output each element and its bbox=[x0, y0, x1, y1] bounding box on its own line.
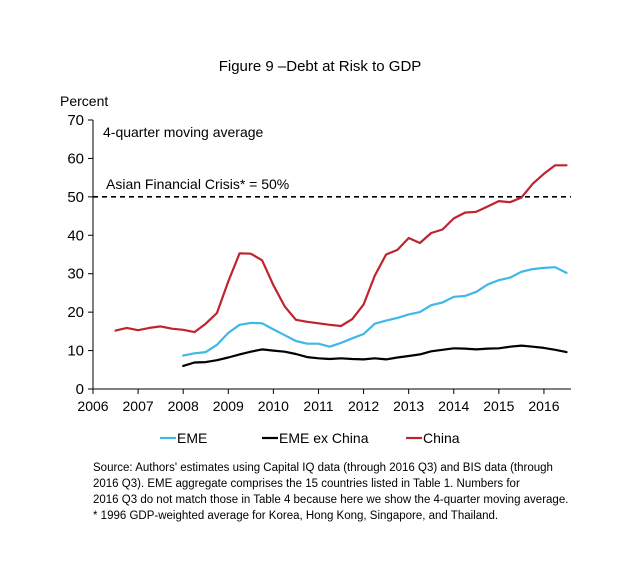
x-tick-label: 2013 bbox=[393, 398, 424, 414]
chart-title: Figure 9 –Debt at Risk to GDP bbox=[218, 58, 422, 75]
x-tick-label: 2006 bbox=[77, 398, 108, 414]
x-tick-label: 2009 bbox=[213, 398, 244, 414]
y-tick-label: 20 bbox=[67, 304, 84, 321]
chart-notes: Source: Authors' estimates using Capital… bbox=[93, 460, 593, 524]
legend-label-eme-ex-china: EME ex China bbox=[279, 430, 369, 446]
x-tick-label: 2010 bbox=[258, 398, 289, 414]
y-tick-label: 60 bbox=[67, 150, 84, 167]
y-tick-label: 40 bbox=[67, 227, 84, 244]
note-line: * 1996 GDP-weighted average for Korea, H… bbox=[93, 510, 499, 522]
series-line-china bbox=[114, 164, 568, 334]
note-line: Source: Authors' estimates using Capital… bbox=[93, 462, 553, 474]
y-tick-label: 10 bbox=[67, 343, 84, 360]
y-tick-label: 30 bbox=[67, 266, 84, 283]
x-tick-label: 2008 bbox=[168, 398, 199, 414]
note-line: 2016 Q3 do not match those in Table 4 be… bbox=[93, 494, 569, 506]
legend-label-china: China bbox=[423, 430, 460, 446]
y-axis-label: Percent bbox=[60, 93, 108, 109]
y-tick-label: 50 bbox=[67, 189, 84, 206]
legend-label-eme: EME bbox=[177, 430, 207, 446]
x-tick-label: 2012 bbox=[348, 398, 379, 414]
x-tick-label: 2016 bbox=[528, 398, 559, 414]
x-tick-label: 2014 bbox=[438, 398, 469, 414]
reference-line-label: Asian Financial Crisis* = 50% bbox=[106, 176, 289, 192]
y-tick-label: 70 bbox=[67, 112, 84, 129]
note-line: 2016 Q3). EME aggregate comprises the 15… bbox=[93, 478, 520, 490]
annotation-moving-average: 4-quarter moving average bbox=[103, 124, 264, 140]
x-tick-label: 2011 bbox=[303, 398, 333, 414]
y-tick-label: 0 bbox=[76, 381, 84, 398]
x-tick-label: 2007 bbox=[123, 398, 154, 414]
series-line-eme-ex-china bbox=[182, 344, 568, 367]
x-tick-label: 2015 bbox=[483, 398, 514, 414]
series-line-eme bbox=[182, 266, 568, 357]
